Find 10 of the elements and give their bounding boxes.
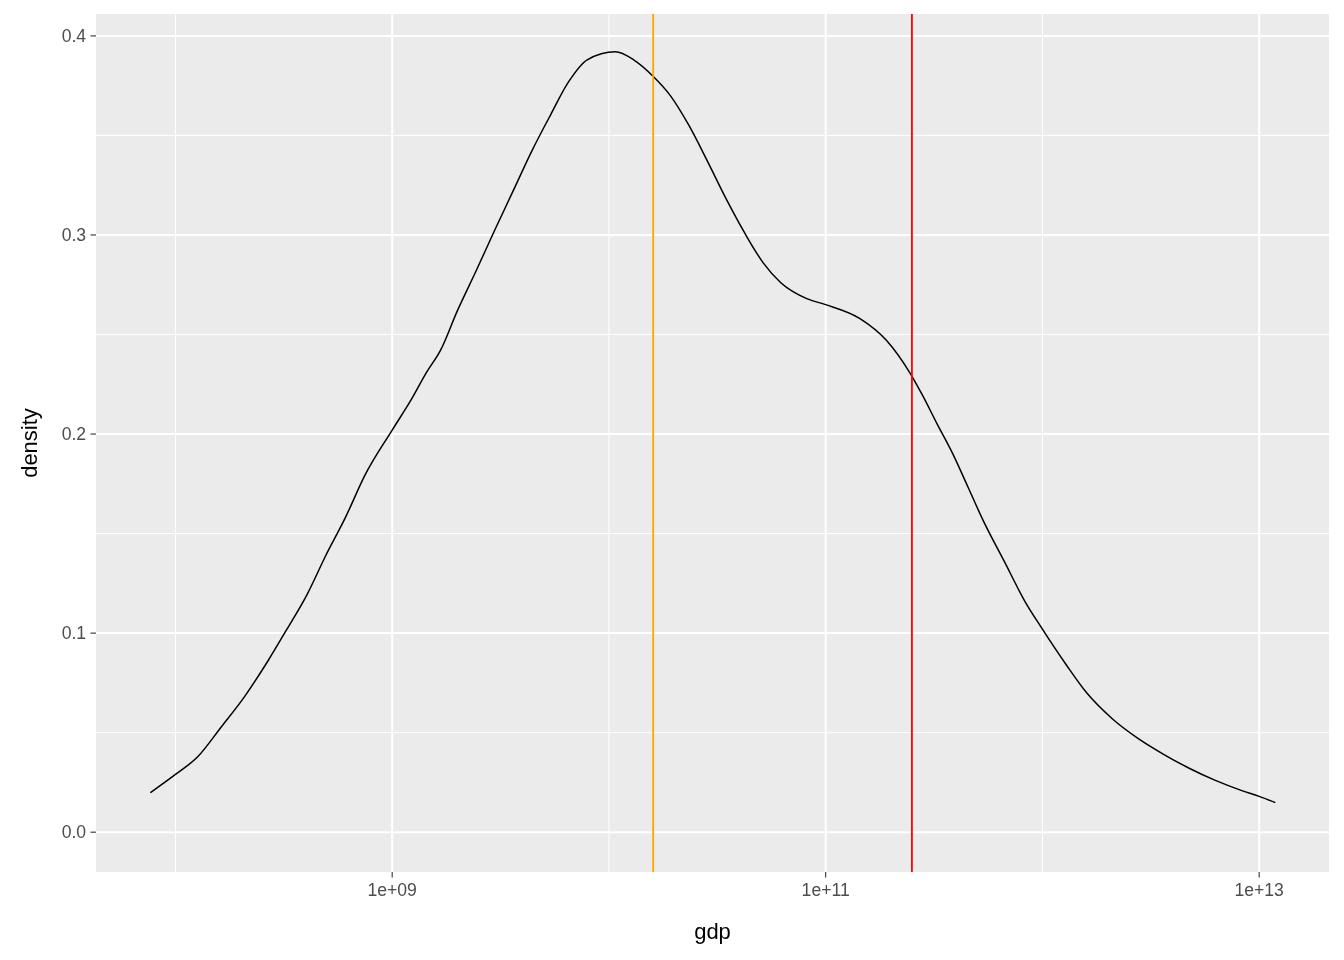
x-tick-label: 1e+09 bbox=[367, 879, 417, 900]
y-tick-label: 0.0 bbox=[61, 822, 87, 843]
x-tick-label: 1e+13 bbox=[1234, 879, 1285, 900]
y-axis-title: density bbox=[17, 408, 42, 478]
x-axis-title: gdp bbox=[694, 919, 731, 944]
y-tick-label: 0.1 bbox=[61, 623, 87, 644]
x-tick-label: 1e+11 bbox=[801, 879, 850, 900]
y-tick-label: 0.2 bbox=[61, 424, 87, 445]
y-tick-label: 0.3 bbox=[61, 225, 87, 246]
y-tick-label: 0.4 bbox=[61, 26, 87, 47]
